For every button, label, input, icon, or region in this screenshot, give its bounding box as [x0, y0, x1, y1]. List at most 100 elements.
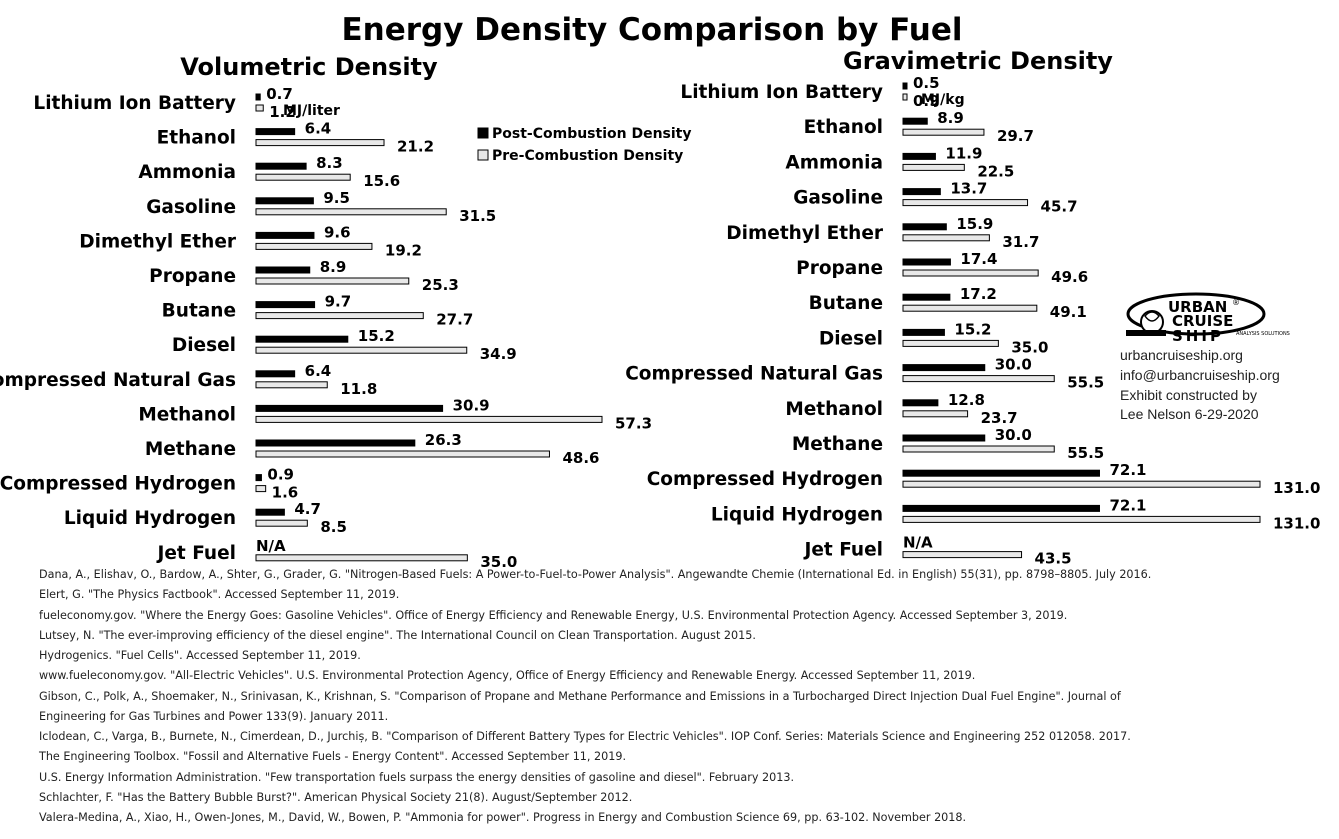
reference-item: Iclodean, C., Varga, B., Burnete, N., Ci… [39, 730, 1131, 743]
volumetric-post-bar [255, 335, 349, 343]
gravimetric-post-value-label: 15.2 [954, 320, 991, 338]
contact-website[interactable]: urbancruiseship.org [1120, 347, 1243, 363]
legend-swatch-post [477, 127, 489, 139]
gravimetric-post-value-label: N/A [903, 534, 933, 552]
gravimetric-post-value-label: 17.4 [960, 250, 997, 268]
volumetric-post-value-label: 6.4 [305, 120, 332, 138]
volumetric-pre-value-label: 19.2 [385, 241, 422, 259]
gravimetric-post-value-label: 0.5 [913, 74, 940, 92]
gravimetric-pre-bar [902, 234, 990, 242]
gravimetric-category-label: Compressed Hydrogen [647, 469, 883, 490]
volumetric-pre-bar [255, 450, 550, 458]
legend: Post-Combustion Density Pre-Combustion D… [477, 126, 692, 164]
gravimetric-post-value-label: 17.2 [960, 285, 997, 303]
gravimetric-post-value-label: 12.8 [948, 391, 985, 409]
volumetric-category-label: Butane [162, 301, 236, 322]
volumetric-post-bar [255, 508, 285, 516]
gravimetric-category-label: Ethanol [804, 117, 883, 138]
contact-email[interactable]: info@urbancruiseship.org [1120, 367, 1280, 383]
gravimetric-post-bar [902, 469, 1100, 477]
gravimetric-pre-bar [902, 163, 965, 171]
volumetric-category-label: Compressed Natural Gas [0, 370, 236, 391]
credit-line-2: Lee Nelson 6-29-2020 [1120, 406, 1259, 422]
legend-swatch-pre [477, 149, 489, 161]
gravimetric-category-label: Propane [796, 258, 883, 279]
gravimetric-pre-value-label: 49.1 [1050, 303, 1087, 321]
volumetric-pre-value-label: 1.6 [272, 484, 299, 502]
gravimetric-post-bar [902, 117, 928, 125]
gravimetric-pre-value-label: 55.5 [1067, 374, 1104, 392]
gravimetric-pre-value-label: 0.9 [913, 92, 940, 110]
volumetric-pre-bar [255, 346, 468, 354]
volumetric-category-label: Methanol [138, 404, 236, 425]
gravimetric-post-value-label: 30.0 [995, 356, 1032, 374]
gravimetric-pre-value-label: 22.5 [977, 162, 1014, 180]
volumetric-pre-value-label: 11.8 [340, 380, 377, 398]
gravimetric-pre-value-label: 49.6 [1051, 268, 1088, 286]
volumetric-category-label: Methane [145, 439, 236, 460]
gravimetric-post-value-label: 15.9 [956, 215, 993, 233]
gravimetric-post-bar [902, 258, 951, 266]
reference-item: U.S. Energy Information Administration. … [39, 771, 795, 784]
volumetric-category-label: Compressed Hydrogen [0, 474, 236, 495]
volumetric-post-bar [255, 474, 262, 482]
volumetric-pre-bar [255, 104, 264, 112]
gravimetric-pre-bar [902, 515, 1261, 523]
gravimetric-category-label: Jet Fuel [803, 540, 884, 561]
volumetric-subtitle: Volumetric Density [180, 53, 438, 81]
gravimetric-pre-value-label: 45.7 [1041, 198, 1078, 216]
volumetric-category-label: Propane [149, 266, 236, 287]
reference-item: Gibson, C., Polk, A., Shoemaker, N., Sri… [39, 690, 1121, 703]
gravimetric-pre-value-label: 29.7 [997, 127, 1034, 145]
volumetric-category-label: Jet Fuel [156, 543, 237, 564]
logo-line-1: URBAN [1168, 298, 1227, 316]
logo-tagline: ANALYSIS SOLUTIONS [1236, 331, 1290, 337]
volumetric-pre-value-label: 57.3 [615, 414, 652, 432]
gravimetric-post-bar [902, 223, 947, 231]
gravimetric-category-label: Compressed Natural Gas [625, 364, 883, 385]
gravimetric-pre-bar [902, 339, 999, 347]
volumetric-pre-value-label: 31.5 [459, 207, 496, 225]
gravimetric-pre-bar [902, 551, 1023, 559]
gravimetric-post-bar [902, 82, 908, 90]
volumetric-category-label: Lithium Ion Battery [33, 93, 236, 114]
volumetric-post-value-label: 0.7 [266, 85, 293, 103]
volumetric-pre-bar [255, 312, 424, 320]
gravimetric-pre-value-label: 43.5 [1035, 550, 1072, 568]
reference-item: fueleconomy.gov. "Where the Energy Goes:… [39, 609, 1068, 622]
reference-item: Elert, G. "The Physics Factbook". Access… [39, 588, 400, 601]
logo-registered-mark: ® [1232, 298, 1240, 307]
volumetric-pre-value-label: 21.2 [397, 138, 434, 156]
volumetric-pre-bar [255, 242, 373, 250]
gravimetric-post-bar [902, 328, 945, 336]
volumetric-post-bar [255, 370, 296, 378]
volumetric-pre-bar [255, 381, 328, 389]
volumetric-category-label: Ethanol [157, 128, 236, 149]
gravimetric-post-value-label: 30.0 [995, 426, 1032, 444]
volumetric-post-bar [255, 439, 416, 447]
gravimetric-category-label: Lithium Ion Battery [680, 82, 883, 103]
gravimetric-category-label: Butane [809, 293, 883, 314]
gravimetric-post-value-label: 8.9 [937, 109, 964, 127]
volumetric-post-value-label: 8.3 [316, 154, 343, 172]
gravimetric-pre-value-label: 23.7 [981, 409, 1018, 427]
gravimetric-panel: Lithium Ion Battery 0.50.9MJ/kg Ethanol 8.9… [625, 74, 1320, 568]
gravimetric-pre-bar [902, 93, 908, 101]
volumetric-post-bar [255, 231, 315, 239]
gravimetric-subtitle: Gravimetric Density [843, 47, 1113, 75]
volumetric-post-bar [255, 197, 314, 205]
volumetric-post-bar [255, 301, 316, 309]
gravimetric-post-bar [902, 434, 986, 442]
gravimetric-post-bar [902, 152, 936, 160]
volumetric-post-bar [255, 93, 261, 101]
volumetric-pre-bar [255, 415, 603, 423]
volumetric-post-bar [255, 128, 296, 136]
volumetric-pre-bar [255, 485, 267, 493]
volumetric-post-value-label: 30.9 [453, 396, 490, 414]
volumetric-post-value-label: 9.5 [323, 189, 350, 207]
volumetric-category-label: Diesel [172, 335, 236, 356]
logo-line-3: SHIP [1172, 327, 1224, 345]
gravimetric-category-label: Gasoline [793, 188, 883, 209]
urban-cruise-ship-logo: URBAN CRUISE SHIP ® ANALYSIS SOLUTIONS [1126, 292, 1290, 345]
